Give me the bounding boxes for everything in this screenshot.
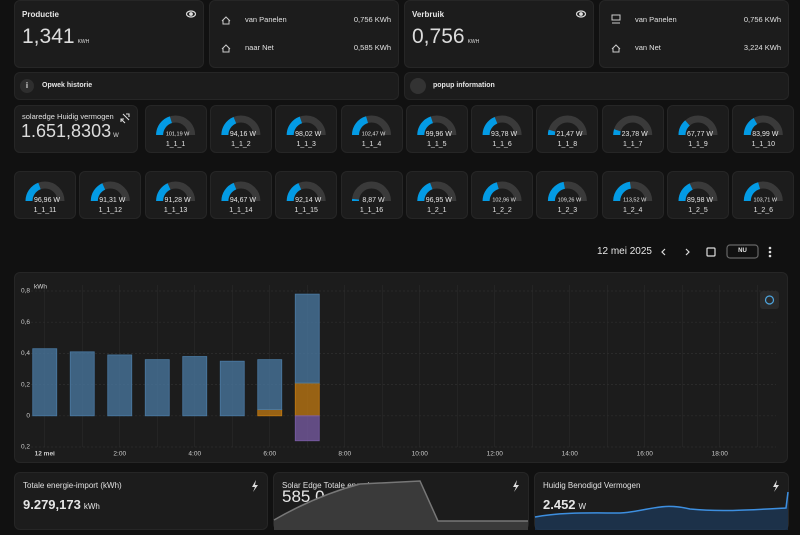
row-label: naar Net — [245, 43, 274, 52]
stat-unit: KWH — [327, 498, 340, 504]
stat-value: 2.452 W — [543, 497, 586, 512]
card-title: Verbruik — [412, 10, 445, 19]
row-label: van Net — [635, 43, 661, 52]
card-value: 1,341 KWH — [22, 25, 89, 49]
card-value-number: 0,756 — [412, 25, 465, 48]
stat-number: 2.452 — [543, 497, 576, 512]
row-value: 3,224 KWh — [743, 43, 781, 52]
power-unit: W — [113, 133, 119, 139]
gauge-card — [144, 105, 207, 153]
summary-card: Verbruik 0,756 KWH — [404, 0, 594, 68]
gauge-card — [471, 105, 534, 153]
stat-card: Totale energie-import (kWh) 9.279,173 kWh — [14, 472, 268, 530]
summary-card: van Panelen 0,756 KWh naar Net 0,585 KWh — [209, 0, 399, 68]
row-value: 0,756 KWh — [743, 15, 781, 24]
stat-value: 9.279,173 kWh — [23, 497, 100, 512]
gauge-card — [405, 105, 468, 153]
button-label: Opwek historie — [42, 82, 93, 89]
gauge-card — [471, 171, 534, 219]
card-title: Productie — [22, 10, 59, 19]
stat-value: 585,0 KWH — [282, 487, 339, 507]
gauge-card — [405, 171, 468, 219]
button-label: popup information — [433, 82, 495, 89]
stat-unit: W — [578, 502, 587, 511]
power-number: 1.651,8303 — [21, 121, 112, 141]
gauge-card — [601, 105, 664, 153]
gauge-card — [340, 105, 403, 153]
stat-title: Totale energie-import (kWh) — [23, 481, 122, 490]
gauge-card — [667, 171, 729, 219]
gauge-card — [340, 171, 403, 219]
stat-number: 585,0 — [282, 487, 325, 506]
chart-card — [14, 272, 788, 463]
stat-card: Huidig Benodigd Vermogen 2.452 W — [534, 472, 789, 530]
gauge-card — [667, 105, 729, 153]
button-card[interactable]: Opwek historie — [14, 72, 399, 100]
row-value: 0,756 KWh — [353, 15, 391, 24]
power-title: solaredge Huidig vermogen — [22, 112, 114, 121]
gauge-card — [275, 171, 338, 219]
card-value: 0,756 KWH — [412, 25, 479, 49]
card-unit: KWH — [467, 39, 480, 45]
summary-card: van Panelen 0,756 KWh van Net 3,224 KWh — [599, 0, 789, 68]
gauge-card — [536, 105, 599, 153]
gauge-card — [275, 105, 338, 153]
gauge-card — [732, 105, 795, 153]
now-button[interactable]: NU — [738, 248, 747, 254]
gauge-card — [209, 171, 272, 219]
card-value-number: 1,341 — [22, 25, 75, 48]
date-label: 12 mei 2025 — [596, 246, 652, 257]
card-unit: KWH — [77, 39, 90, 45]
row-value: 0,585 KWh — [353, 43, 391, 52]
power-card: solaredge Huidig vermogen 1.651,8303 W — [14, 105, 138, 153]
gauge-card — [144, 171, 207, 219]
summary-card: Productie 1,341 KWH — [14, 0, 204, 68]
gauge-card — [601, 171, 664, 219]
row-label: van Panelen — [635, 15, 677, 24]
stat-number: 9.279,173 — [23, 497, 81, 512]
button-card[interactable]: popup information — [404, 72, 789, 100]
stat-card: Solar Edge Totale energie-export (kWh) 58… — [273, 472, 529, 530]
power-value: 1.651,8303 W — [21, 121, 119, 142]
gauge-card — [536, 171, 599, 219]
gauge-card — [732, 171, 795, 219]
stat-unit: kWh — [83, 502, 100, 511]
row-label: van Panelen — [245, 15, 287, 24]
stat-title: Huidig Benodigd Vermogen — [543, 481, 641, 490]
gauge-card — [14, 171, 76, 219]
gauge-card — [79, 171, 142, 219]
gauge-card — [209, 105, 272, 153]
